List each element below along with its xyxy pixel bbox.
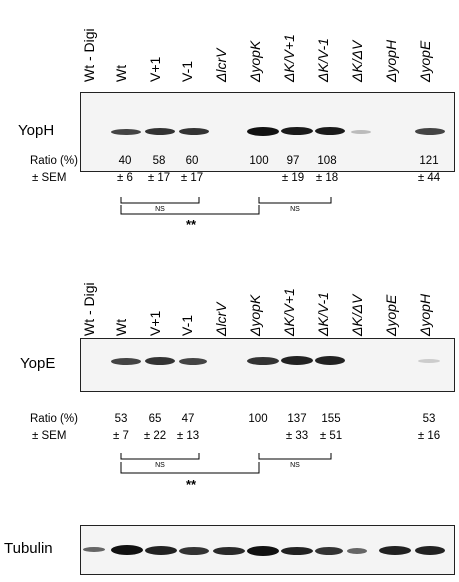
ratio-value: 121 xyxy=(419,155,439,167)
sem-value: ± 17 xyxy=(180,172,204,184)
ratio-value: 60 xyxy=(185,155,199,167)
sem-label: ± SEM xyxy=(32,430,67,442)
band xyxy=(179,128,209,135)
band xyxy=(315,127,345,135)
protein-label-yope: YopE xyxy=(20,355,56,372)
ratio-value: 108 xyxy=(317,155,337,167)
band xyxy=(213,547,245,555)
band xyxy=(347,548,367,554)
sem-value: ± 22 xyxy=(143,430,167,442)
band xyxy=(247,357,279,365)
blot-yoph xyxy=(80,92,455,172)
significance-stars: ** xyxy=(185,217,197,232)
sem-value: ± 33 xyxy=(285,430,309,442)
ratio-value: 97 xyxy=(286,155,300,167)
sem-value: ± 51 xyxy=(319,430,343,442)
significance-stars: ** xyxy=(185,477,197,492)
band xyxy=(179,547,209,555)
ratio-value: 100 xyxy=(249,155,269,167)
band xyxy=(179,358,207,365)
band xyxy=(111,129,141,135)
band xyxy=(247,127,279,136)
band xyxy=(315,547,343,555)
band xyxy=(281,127,313,135)
ratio-value: 65 xyxy=(148,413,162,425)
sem-value: ± 6 xyxy=(117,172,133,184)
band xyxy=(111,545,143,555)
band xyxy=(281,356,313,365)
sem-value: ± 16 xyxy=(417,430,441,442)
band xyxy=(111,358,141,365)
ns-label: NS xyxy=(290,206,300,213)
band xyxy=(83,547,105,552)
band xyxy=(315,356,345,365)
sem-value: ± 18 xyxy=(315,172,339,184)
ratio-label: Ratio (%) xyxy=(30,413,78,425)
sem-value: ± 7 xyxy=(113,430,129,442)
ratio-value: 100 xyxy=(248,413,268,425)
band xyxy=(379,546,411,555)
ns-label: NS xyxy=(290,462,300,469)
sem-label: ± SEM xyxy=(32,172,67,184)
sem-value: ± 19 xyxy=(281,172,305,184)
ratio-value: 155 xyxy=(321,413,341,425)
ns-label: NS xyxy=(155,462,165,469)
protein-label-yoph: YopH xyxy=(18,122,55,139)
band xyxy=(247,546,279,556)
ratio-value: 53 xyxy=(114,413,128,425)
band xyxy=(281,547,313,555)
ratio-label: Ratio (%) xyxy=(30,155,78,167)
blot-tubulin xyxy=(80,525,455,575)
sem-value: ± 17 xyxy=(147,172,171,184)
band xyxy=(351,130,371,134)
ns-label: NS xyxy=(155,206,165,213)
ratio-value: 40 xyxy=(118,155,132,167)
ratio-value: 58 xyxy=(152,155,166,167)
band xyxy=(145,128,175,135)
ratio-value: 47 xyxy=(181,413,195,425)
ratio-value: 53 xyxy=(422,413,436,425)
band xyxy=(418,359,440,363)
ratio-value: 137 xyxy=(287,413,307,425)
band xyxy=(145,546,177,555)
sem-value: ± 13 xyxy=(176,430,200,442)
sem-value: ± 44 xyxy=(417,172,441,184)
band xyxy=(415,546,445,555)
blot-yope xyxy=(80,338,455,392)
protein-label-tubulin: Tubulin xyxy=(4,540,53,557)
band xyxy=(415,128,445,135)
band xyxy=(145,357,175,365)
